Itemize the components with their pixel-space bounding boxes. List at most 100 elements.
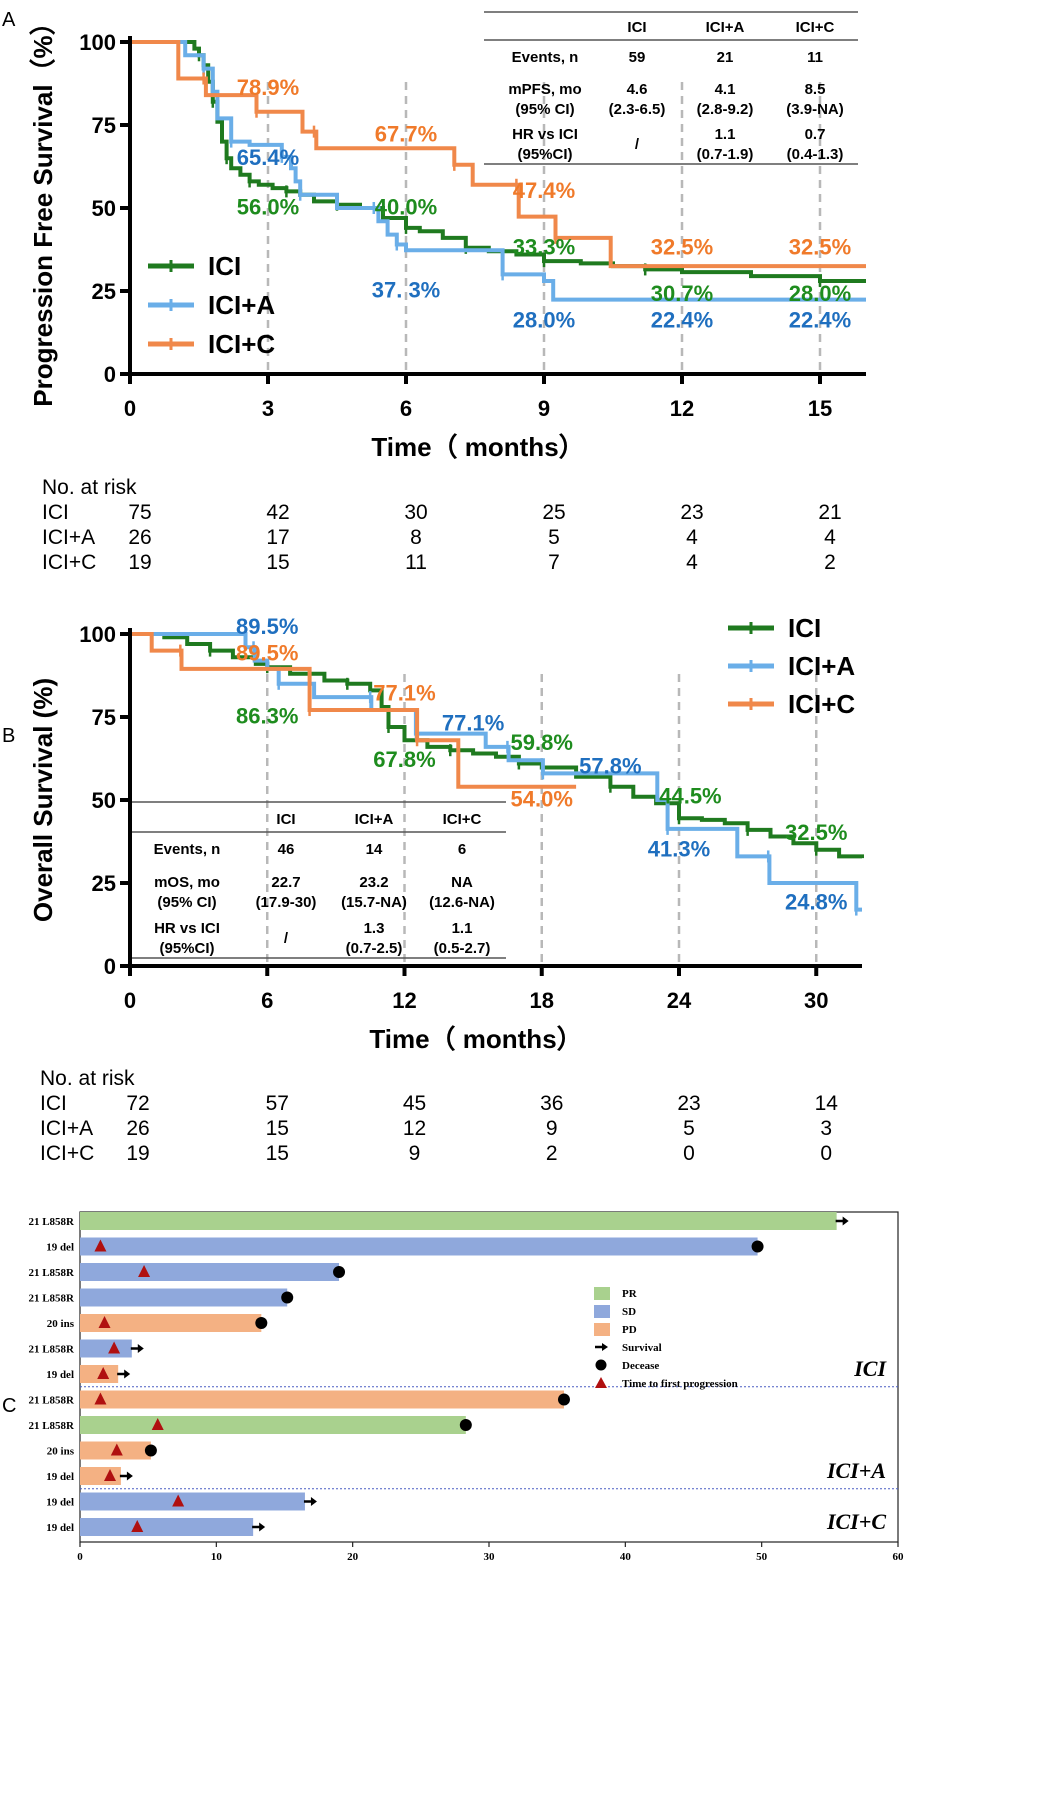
stats-cell: 23.2	[359, 874, 388, 891]
stats-cell: 46	[278, 841, 295, 858]
risk-count: 15	[266, 551, 289, 574]
legend-arrow-head	[602, 1343, 608, 1351]
stats-row-label: Events, n	[512, 49, 579, 66]
response-bar	[80, 1237, 758, 1256]
x-tick-label: 24	[667, 988, 692, 1013]
row-mutation-label: 21 L858R	[28, 1267, 75, 1279]
legend-label: ICI	[788, 613, 821, 643]
y-tick-label: 75	[92, 113, 116, 138]
row-mutation-label: 21 L858R	[28, 1395, 75, 1407]
stats-cell: (17.9-30)	[256, 894, 317, 911]
progression-triangle	[110, 1443, 123, 1456]
stats-cell: (2.8-9.2)	[697, 101, 754, 118]
survival-label: 28.0%	[789, 281, 851, 306]
y-tick-label: 100	[79, 30, 116, 55]
row-mutation-label: 19 del	[46, 1369, 74, 1381]
survival-label: 89.5%	[236, 614, 298, 639]
decease-dot	[144, 1444, 157, 1457]
panel-a-label: A	[2, 9, 16, 31]
stats-cell: 0.7	[805, 126, 826, 143]
stats-cell: 11	[807, 49, 823, 66]
series-line-ici-c	[130, 632, 577, 789]
x-tick-label: 10	[211, 1551, 223, 1563]
stats-cell: /	[635, 136, 640, 153]
x-tick-label: 50	[756, 1551, 768, 1563]
survival-label: 57.8%	[579, 753, 641, 778]
risk-count: 14	[815, 1092, 839, 1115]
survival-arrow-head	[842, 1216, 849, 1226]
progression-triangle	[103, 1469, 116, 1481]
response-bar	[80, 1467, 121, 1485]
legend-swatch-sd	[594, 1305, 610, 1318]
stats-row-label: HR vs ICI	[154, 920, 220, 937]
response-bar	[80, 1314, 262, 1332]
stats-cell: (0.5-2.7)	[434, 940, 491, 957]
survival-label: 28.0%	[513, 308, 575, 333]
survival-arrow-head	[137, 1344, 144, 1353]
risk-count: 15	[266, 1117, 289, 1140]
row-mutation-label: 21 L858R	[28, 1216, 75, 1228]
stats-cell: (0.4-1.3)	[787, 146, 844, 163]
stats-cell: /	[284, 930, 289, 947]
x-tick-label: 12	[670, 396, 694, 421]
risk-count: 2	[824, 551, 836, 574]
progression-triangle	[138, 1265, 151, 1277]
survival-label: 67.8%	[373, 747, 435, 772]
legend-label: Time to first progression	[622, 1378, 738, 1390]
survival-label: 56.0%	[237, 195, 299, 220]
progression-triangle	[108, 1341, 121, 1354]
legend-label: Survival	[622, 1342, 662, 1354]
row-mutation-label: 21 L858R	[28, 1293, 75, 1305]
stats-cell: (0.7-1.9)	[697, 146, 754, 163]
y-tick-label: 50	[92, 788, 116, 813]
survival-label: 89.5%	[236, 641, 298, 666]
response-bar	[80, 1518, 254, 1536]
survival-label: 37. 3%	[372, 278, 441, 303]
survival-label: 24.8%	[785, 890, 847, 915]
y-axis-title: Progression Free Survival（%）	[28, 9, 58, 406]
row-mutation-label: 21 L858R	[28, 1344, 75, 1356]
risk-count: 21	[818, 501, 841, 524]
risk-table-title: No. at risk	[42, 476, 137, 499]
risk-count: 4	[686, 551, 698, 574]
risk-count: 42	[266, 501, 289, 524]
panel-c-label: C	[2, 1395, 16, 1417]
risk-count: 2	[546, 1142, 558, 1165]
decease-dot	[333, 1266, 346, 1278]
decease-dot	[557, 1393, 570, 1406]
stats-cell: 1.1	[452, 920, 473, 937]
risk-count: 57	[266, 1092, 289, 1115]
risk-row-label: ICI+A	[42, 526, 95, 549]
x-tick-label: 40	[620, 1551, 632, 1563]
stats-cell: (3.9-NA)	[786, 101, 844, 118]
series-line-ici-a	[130, 632, 862, 912]
x-tick-label: 0	[77, 1551, 83, 1563]
risk-count: 7	[548, 551, 560, 574]
risk-count: 12	[403, 1117, 426, 1140]
risk-count: 19	[128, 551, 151, 574]
stats-cell: 21	[717, 49, 734, 66]
response-bar	[80, 1212, 837, 1230]
survival-label: 44.5%	[659, 783, 721, 808]
survival-label: 77.1%	[373, 680, 435, 705]
risk-count: 0	[820, 1142, 832, 1165]
x-tick-label: 15	[808, 396, 832, 421]
legend-label: ICI+C	[788, 689, 855, 719]
risk-row-label: ICI+C	[40, 1142, 94, 1165]
stats-row-label: (95% CI)	[515, 101, 574, 118]
stats-header: ICI	[627, 19, 646, 36]
stats-header: ICI+C	[443, 811, 482, 828]
row-mutation-label: 20 ins	[47, 1446, 75, 1458]
stats-row-label: mPFS, mo	[508, 81, 581, 98]
stats-cell: 4.1	[715, 81, 736, 98]
response-bar	[80, 1288, 288, 1307]
survival-label: 33.3%	[513, 234, 575, 259]
group-label: ICI	[853, 1356, 887, 1381]
stats-cell: 1.1	[715, 126, 736, 143]
x-tick-label: 18	[530, 988, 554, 1013]
survival-label: 32.5%	[651, 234, 713, 259]
x-tick-label: 30	[484, 1551, 496, 1563]
survival-arrow-head	[124, 1369, 131, 1379]
